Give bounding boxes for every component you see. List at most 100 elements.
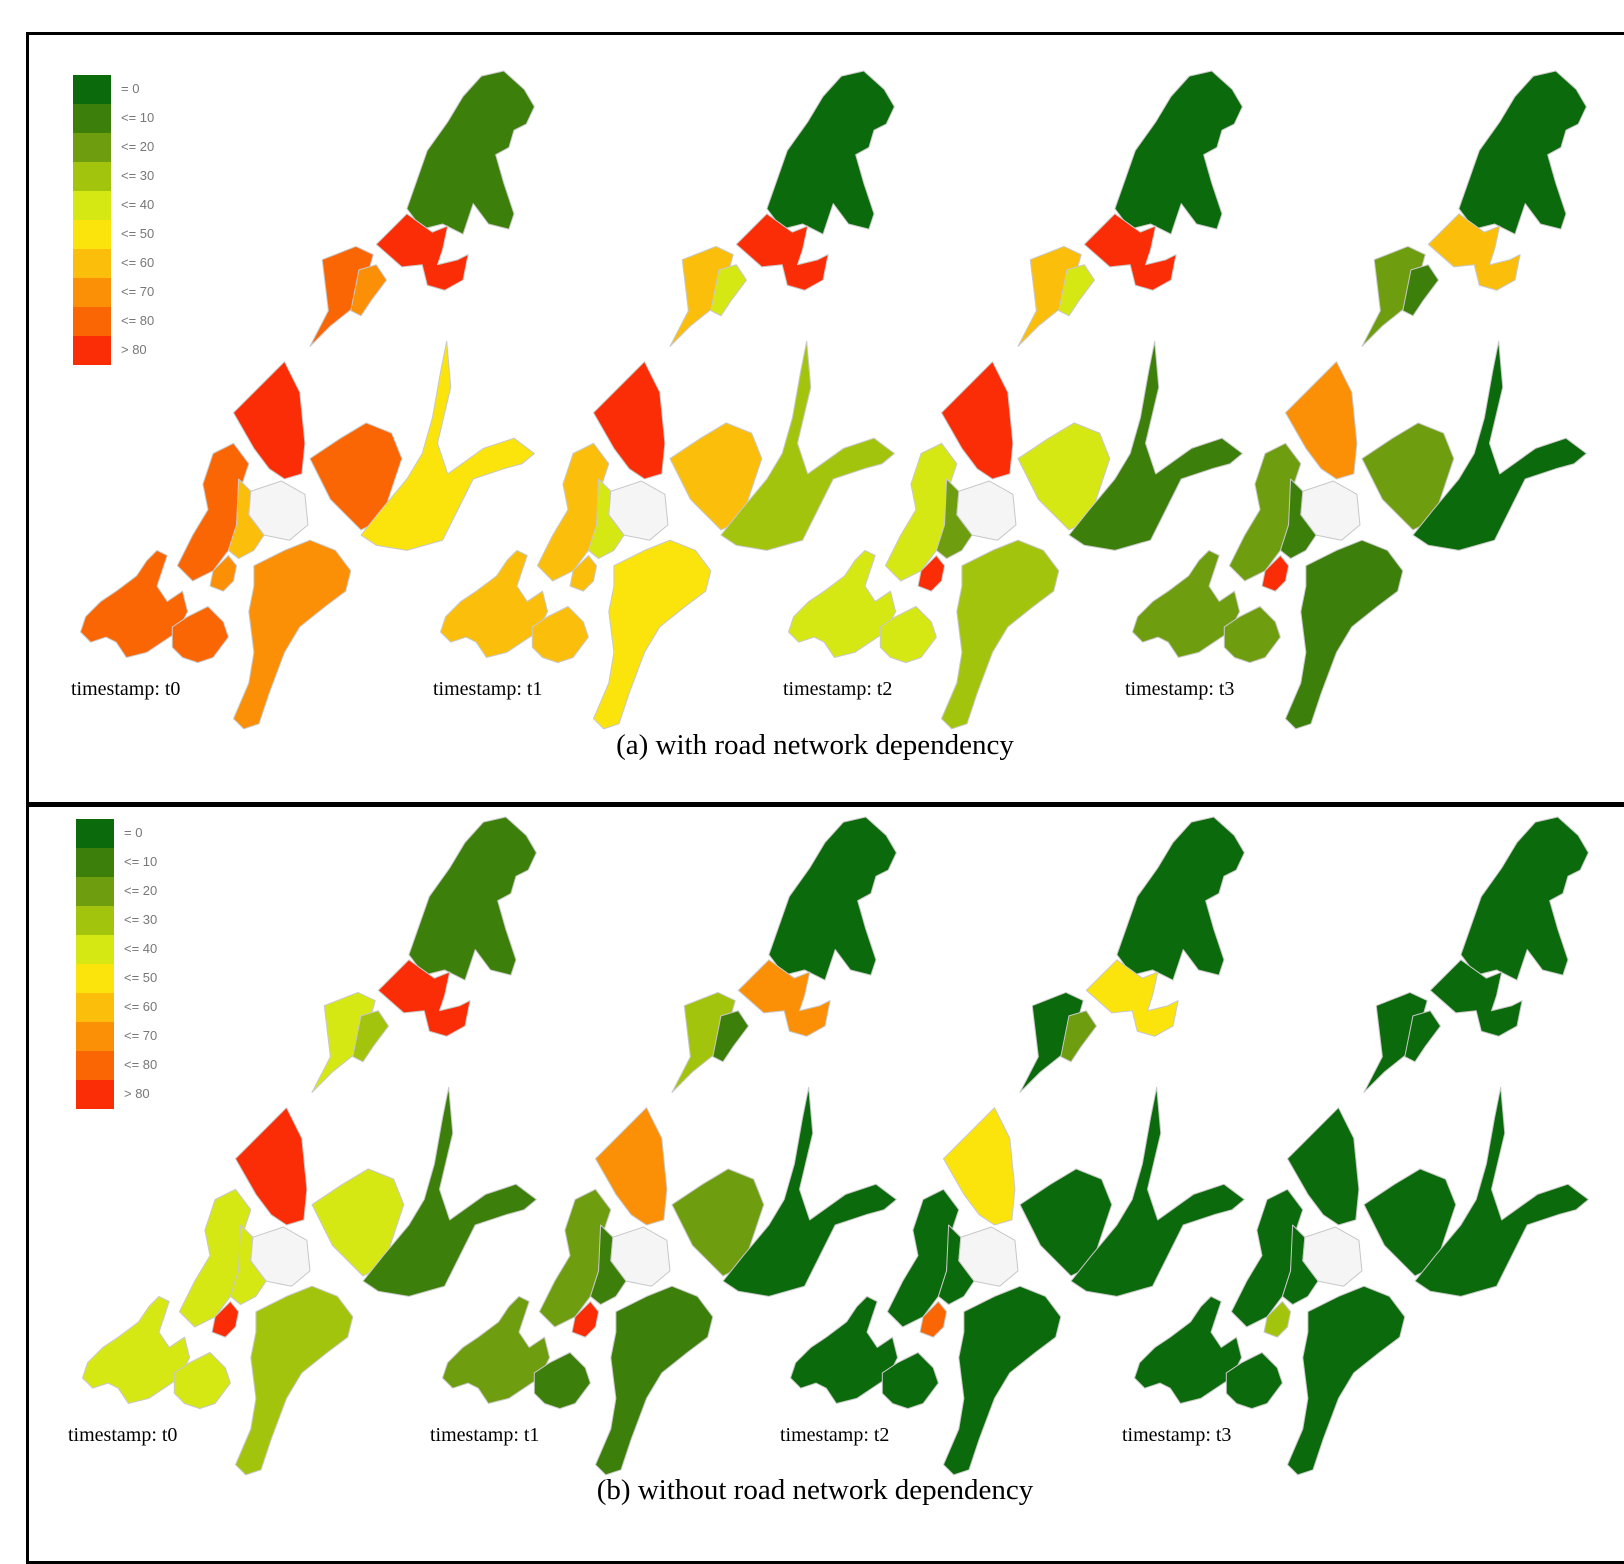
region-north xyxy=(1458,70,1587,235)
region-hole xyxy=(1300,480,1361,541)
timestamp-label-t1: timestamp: t1 xyxy=(433,678,543,700)
legend-item: <= 10 xyxy=(76,848,236,877)
region-upper xyxy=(1427,213,1521,291)
legend-label: <= 60 xyxy=(121,255,155,270)
timestamp-label-t0: timestamp: t0 xyxy=(68,1424,178,1446)
legend-swatch xyxy=(76,1051,114,1080)
legend-label: <= 70 xyxy=(124,1028,158,1043)
legend-label: <= 50 xyxy=(124,970,158,985)
caption: (a) with road network dependency xyxy=(616,729,1014,761)
region-far xyxy=(439,549,549,659)
region-southSpur xyxy=(917,554,946,592)
legend-label: <= 30 xyxy=(124,912,158,927)
legend-swatch xyxy=(76,1080,114,1109)
region-north xyxy=(406,70,535,235)
legend-item: <= 50 xyxy=(76,964,236,993)
region-hole xyxy=(956,480,1017,541)
region-hole xyxy=(248,480,309,541)
legend-item: <= 80 xyxy=(73,307,233,336)
region-north xyxy=(768,816,897,981)
legend-item: <= 70 xyxy=(76,1022,236,1051)
region-far xyxy=(1131,549,1241,659)
legend-swatch xyxy=(73,307,111,336)
region-upper xyxy=(1429,959,1523,1037)
region-southLobe xyxy=(1284,539,1404,730)
region-east xyxy=(1412,340,1587,551)
region-cluster xyxy=(173,1351,231,1410)
region-north xyxy=(766,70,895,235)
legend-swatch xyxy=(73,336,111,365)
region-mid2 xyxy=(1402,264,1440,317)
timestamp-label-t2: timestamp: t2 xyxy=(780,1424,890,1446)
legend-label: <= 80 xyxy=(124,1057,158,1072)
region-north xyxy=(1460,816,1589,981)
legend-label: <= 20 xyxy=(124,883,158,898)
region-southSpur xyxy=(571,1300,600,1338)
timestamp-label-t0: timestamp: t0 xyxy=(71,678,181,700)
legend-item: <= 80 xyxy=(76,1051,236,1080)
region-upper xyxy=(1083,213,1177,291)
region-east xyxy=(722,1086,897,1297)
region-cluster xyxy=(1223,605,1281,664)
region-upper xyxy=(375,213,469,291)
region-hole xyxy=(958,1226,1019,1287)
legend-item: <= 30 xyxy=(76,906,236,935)
region-southLobe xyxy=(940,539,1060,730)
region-east xyxy=(362,1086,537,1297)
region-center xyxy=(1284,361,1358,480)
region-upper xyxy=(737,959,831,1037)
legend-swatch xyxy=(73,75,111,104)
region-cluster xyxy=(879,605,937,664)
region-southSpur xyxy=(919,1300,948,1338)
legend-label: <= 60 xyxy=(124,999,158,1014)
region-center xyxy=(592,361,666,480)
region-cluster xyxy=(533,1351,591,1410)
region-cluster xyxy=(171,605,229,664)
legend-swatch xyxy=(73,278,111,307)
legend-item: <= 60 xyxy=(73,249,233,278)
region-center xyxy=(942,1107,1016,1226)
region-cluster xyxy=(1225,1351,1283,1410)
region-mid2 xyxy=(350,264,388,317)
region-far xyxy=(789,1295,899,1405)
timestamp-label-t3: timestamp: t3 xyxy=(1122,1424,1232,1446)
maps-svg xyxy=(79,70,1587,730)
legend-item: > 80 xyxy=(73,336,233,365)
legend-label: > 80 xyxy=(124,1086,150,1101)
panel-with-road-network: = 0 <= 10 <= 20 <= 30 <= 40 <= 50 <= 60 <= 70 <=… xyxy=(26,32,1624,805)
region-center xyxy=(1286,1107,1360,1226)
legend-swatch xyxy=(73,220,111,249)
choropleth-map-t2 xyxy=(787,70,1243,730)
timestamp-label-t2: timestamp: t2 xyxy=(783,678,893,700)
region-southLobe xyxy=(592,539,712,730)
region-southLobe xyxy=(1286,1285,1406,1476)
legend-swatch xyxy=(73,162,111,191)
region-center xyxy=(232,361,306,480)
legend-label: <= 70 xyxy=(121,284,155,299)
region-southLobe xyxy=(594,1285,714,1476)
legend-swatch xyxy=(76,993,114,1022)
region-southSpur xyxy=(211,1300,240,1338)
legend-swatch xyxy=(73,191,111,220)
region-hole xyxy=(610,1226,671,1287)
maps-svg xyxy=(81,816,1589,1476)
legend-label: = 0 xyxy=(124,825,143,840)
region-far xyxy=(441,1295,551,1405)
region-southLobe xyxy=(942,1285,1062,1476)
legend-item: <= 30 xyxy=(73,162,233,191)
region-mid2 xyxy=(710,264,748,317)
panel-without-road-network: = 0 <= 10 <= 20 <= 30 <= 40 <= 50 <= 60 <= 70 <=… xyxy=(26,804,1624,1564)
legend-item: <= 60 xyxy=(76,993,236,1022)
region-east xyxy=(1070,1086,1245,1297)
legend-item: <= 50 xyxy=(73,220,233,249)
legend-label: <= 30 xyxy=(121,168,155,183)
legend-label: <= 50 xyxy=(121,226,155,241)
region-east xyxy=(360,340,535,551)
region-north xyxy=(1116,816,1245,981)
choropleth-map-t1 xyxy=(441,816,897,1476)
legend-item: <= 40 xyxy=(76,935,236,964)
legend-label: <= 20 xyxy=(121,139,155,154)
region-hole xyxy=(250,1226,311,1287)
legend-item: <= 40 xyxy=(73,191,233,220)
region-mid2 xyxy=(1058,264,1096,317)
